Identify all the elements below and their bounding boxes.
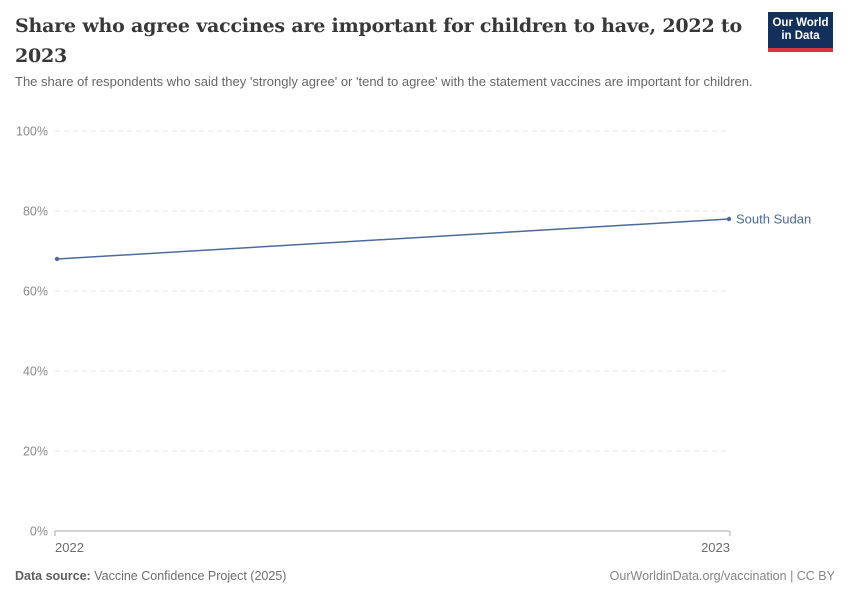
data-source-label: Data source:	[15, 569, 91, 583]
chart-footer: Data source: Vaccine Confidence Project …	[15, 569, 835, 583]
data-point-marker[interactable]	[54, 256, 60, 262]
y-axis-label-40: 40%	[23, 365, 48, 379]
y-axis-label-100: 100%	[16, 125, 48, 139]
data-source-note: Data source: Vaccine Confidence Project …	[15, 569, 286, 583]
data-point-marker[interactable]	[726, 216, 732, 222]
y-axis-label-80: 80%	[23, 205, 48, 219]
chart-subtitle: The share of respondents who said they '…	[15, 74, 753, 89]
y-axis-label-60: 60%	[23, 285, 48, 299]
owid-logo-line1: Our World	[772, 16, 829, 29]
data-source-value: Vaccine Confidence Project (2025)	[90, 569, 287, 583]
owid-logo[interactable]: Our World in Data	[768, 12, 833, 52]
page-title: Share who agree vaccines are important f…	[15, 15, 742, 67]
series-end-label[interactable]: South Sudan	[736, 212, 811, 227]
line-chart-svg: 0% 20% 40% 60% 80% 100% 2022 2023 South Sudan	[16, 125, 811, 556]
y-axis-label-20: 20%	[23, 445, 48, 459]
y-axis-label-0: 0%	[30, 525, 48, 539]
series-line-south-sudan[interactable]	[56, 218, 730, 260]
line-chart[interactable]: 0% 20% 40% 60% 80% 100% 2022 2023 South Sudan	[0, 120, 850, 560]
owid-logo-line2: in Data	[781, 30, 820, 42]
x-axis-label-2023: 2023	[701, 540, 730, 555]
credit-link[interactable]: OurWorldinData.org/vaccination | CC BY	[609, 569, 835, 583]
x-axis-label-2022: 2022	[55, 540, 84, 555]
